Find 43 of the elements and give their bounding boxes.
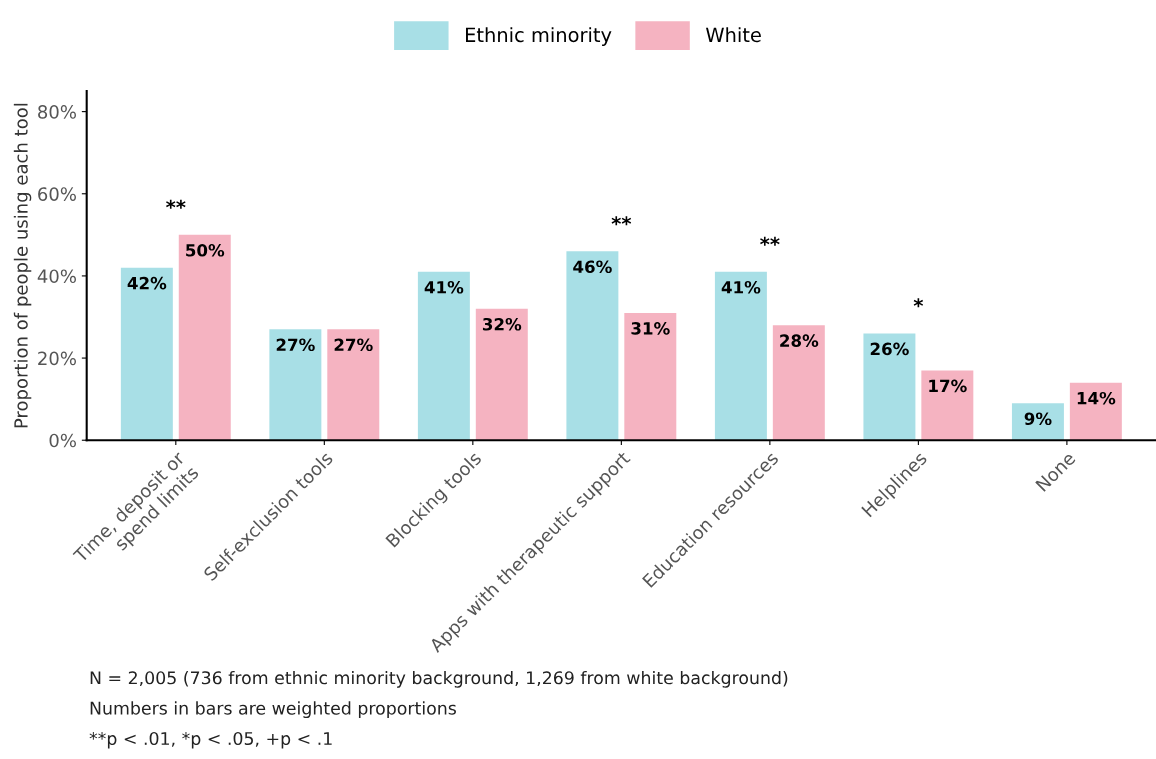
bar xyxy=(1011,403,1064,441)
data-label: 27% xyxy=(276,338,315,352)
bar xyxy=(921,370,974,441)
data-label: 26% xyxy=(870,342,909,356)
y-tick-label: 40% xyxy=(37,269,76,284)
data-label: 31% xyxy=(631,322,670,335)
bar xyxy=(863,333,916,441)
bar xyxy=(1069,382,1122,441)
y-tick-label: 80% xyxy=(38,105,76,119)
data-label: 17% xyxy=(929,379,967,393)
bar xyxy=(417,271,470,441)
data-label: 9% xyxy=(1024,412,1052,426)
bar xyxy=(475,308,528,441)
legend-label: Ethnic minority xyxy=(466,27,612,46)
annotation: * xyxy=(913,298,924,308)
annotation: ** xyxy=(760,236,780,246)
bar xyxy=(327,329,380,441)
bar xyxy=(269,329,322,441)
data-label: 28% xyxy=(780,334,819,347)
y-tick-label: 60% xyxy=(38,187,76,201)
y-tick-label: 20% xyxy=(38,351,76,366)
bar xyxy=(772,325,825,441)
data-label: 27% xyxy=(334,338,373,352)
legend-label: White xyxy=(706,27,761,43)
annotation: ** xyxy=(166,199,186,209)
data-label: 41% xyxy=(721,280,761,294)
data-label: 32% xyxy=(482,317,522,331)
bar xyxy=(624,312,677,441)
bar xyxy=(120,267,173,441)
data-label: 14% xyxy=(1077,391,1116,405)
bar xyxy=(714,271,767,441)
bar xyxy=(566,251,619,441)
bar xyxy=(178,234,231,441)
text: **p < .01, *p < .05, +p < .1 xyxy=(89,731,332,749)
text: Numbers in bars are weighted proportions xyxy=(90,701,456,719)
data-label: 42% xyxy=(127,276,167,290)
annotation: ** xyxy=(611,216,632,226)
y-axis-title: Proportion of people using each tool xyxy=(13,103,32,428)
data-label: 50% xyxy=(186,244,225,257)
text: N = 2,005 (736 from ethnic minority background, 1,269 from white background) xyxy=(90,670,788,688)
data-label: 41% xyxy=(424,280,464,294)
y-tick-label: 0% xyxy=(49,433,76,448)
data-label: 46% xyxy=(573,260,612,274)
